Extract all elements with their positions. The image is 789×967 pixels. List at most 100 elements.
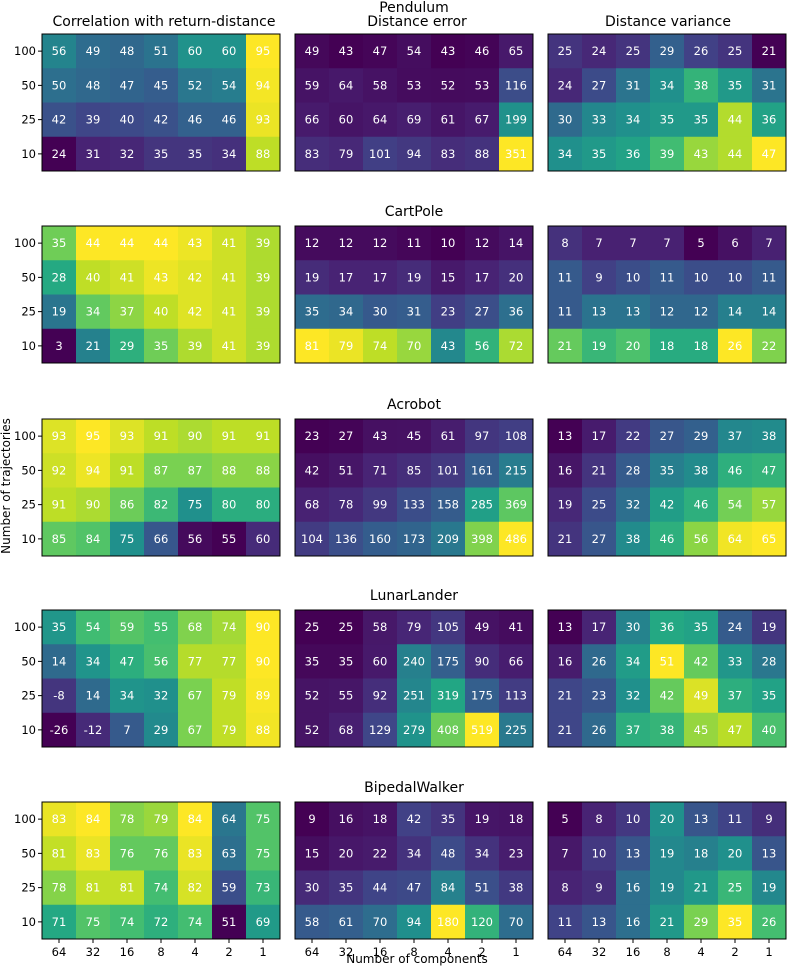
cell-value-label: 25	[728, 881, 743, 895]
cell-value-label: 56	[52, 44, 67, 58]
x-tick-label: 4	[191, 945, 198, 959]
heatmap-cell	[752, 644, 787, 679]
cell-value-label: 78	[120, 812, 135, 826]
heatmap-cell	[650, 34, 685, 69]
cell-value-label: 34	[626, 113, 641, 127]
heatmap-cell	[76, 712, 111, 748]
heatmap-cell	[42, 521, 77, 557]
heatmap-cell	[212, 904, 247, 940]
cell-value-label: 90	[256, 620, 271, 634]
heatmap-cell	[295, 136, 330, 172]
cell-value-label: 18	[694, 339, 709, 353]
heatmap-cell	[178, 712, 213, 748]
heatmap-cell	[431, 610, 466, 645]
cell-value-label: 49	[694, 689, 709, 703]
cell-value-label: 35	[154, 147, 169, 161]
cell-value-label: 19	[558, 498, 573, 512]
heatmap-cell	[650, 870, 685, 906]
heatmap-cell	[431, 68, 466, 103]
heatmap-cell	[465, 68, 500, 103]
heatmap-cell	[718, 419, 753, 454]
cell-value-label: 34	[339, 305, 354, 319]
heatmap-cell	[616, 802, 651, 837]
y-tick-label: 10	[21, 723, 36, 737]
cell-value-label: 12	[694, 305, 709, 319]
cell-value-label: 84	[86, 532, 101, 546]
heatmap-cell	[499, 453, 534, 488]
cell-value-label: 18	[509, 812, 524, 826]
cell-value-label: 90	[475, 654, 490, 668]
heatmap-cell	[110, 102, 145, 138]
heatmap-cell	[178, 802, 213, 837]
heatmap-cell	[212, 68, 247, 103]
heatmap-cell	[431, 102, 466, 138]
heatmap-cell	[582, 453, 617, 488]
heatmap-cell	[144, 521, 179, 557]
heatmap-cell	[397, 487, 432, 523]
heatmap-cell	[295, 870, 330, 906]
cell-value-label: 77	[188, 654, 203, 668]
heatmap-cell	[246, 802, 281, 837]
cell-value-label: 101	[437, 463, 459, 477]
y-tick-label: 25	[21, 305, 36, 319]
cell-value-label: 38	[509, 881, 524, 895]
cell-value-label: 44	[154, 236, 169, 250]
heatmap-cell	[548, 453, 583, 488]
cell-value-label: 54	[222, 78, 237, 92]
cell-value-label: 93	[120, 429, 135, 443]
cell-value-label: 13	[626, 846, 641, 860]
cell-value-label: 12	[475, 236, 490, 250]
cell-value-label: 16	[339, 812, 354, 826]
cell-value-label: 61	[441, 113, 456, 127]
heatmap-cell	[616, 678, 651, 714]
heatmap-cell	[465, 521, 500, 557]
heatmap-cell	[650, 904, 685, 940]
cell-value-label: 29	[694, 429, 709, 443]
cell-value-label: 80	[256, 498, 271, 512]
heatmap-cell	[616, 260, 651, 295]
heatmap-cell	[499, 678, 534, 714]
cell-value-label: 225	[505, 723, 527, 737]
cell-value-label: 47	[728, 723, 743, 737]
heatmap-cell	[329, 419, 364, 454]
cell-value-label: 13	[694, 812, 709, 826]
heatmap-cell	[684, 260, 719, 295]
cell-value-label: 72	[154, 915, 169, 929]
heatmap-cell	[42, 328, 77, 364]
cell-value-label: 21	[558, 689, 573, 703]
y-tick-label: 50	[21, 78, 36, 92]
heatmap-cell	[465, 610, 500, 645]
heatmap-cell	[684, 328, 719, 364]
heatmap-cell	[178, 521, 213, 557]
cell-value-label: 199	[505, 113, 527, 127]
y-tick-label: 100	[14, 236, 36, 250]
heatmap-cell	[684, 678, 719, 714]
cell-value-label: 29	[120, 339, 135, 353]
cell-value-label: 209	[437, 532, 459, 546]
heatmap-cell	[582, 678, 617, 714]
heatmap-cell	[212, 419, 247, 454]
heatmap-cell	[76, 836, 111, 871]
cell-value-label: 39	[256, 305, 271, 319]
cell-value-label: 43	[441, 339, 456, 353]
heatmap-cell	[650, 136, 685, 172]
cell-value-label: 23	[592, 689, 607, 703]
cell-value-label: 80	[222, 498, 237, 512]
cell-value-label: 44	[86, 236, 101, 250]
cell-value-label: 35	[154, 339, 169, 353]
cell-value-label: 13	[762, 846, 777, 860]
heatmap-cell	[110, 34, 145, 69]
cell-value-label: 12	[339, 236, 354, 250]
x-tick-label: 64	[52, 945, 67, 959]
x-tick-label: 8	[157, 945, 164, 959]
heatmap-cell	[718, 34, 753, 69]
heatmap-cell	[431, 678, 466, 714]
cell-value-label: 36	[626, 147, 641, 161]
cell-value-label: 10	[728, 270, 743, 284]
cell-value-label: 34	[407, 846, 422, 860]
cell-value-label: 42	[154, 113, 169, 127]
cell-value-label: 90	[256, 654, 271, 668]
cell-value-label: 37	[120, 305, 135, 319]
heatmap-cell	[329, 904, 364, 940]
heatmap-cell	[110, 712, 145, 748]
